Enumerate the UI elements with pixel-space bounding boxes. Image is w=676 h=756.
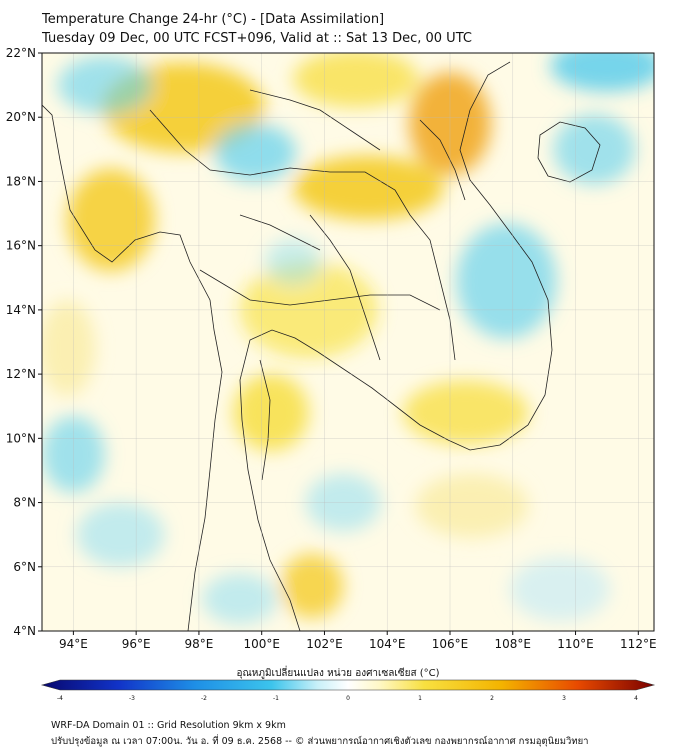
colorbar-tick-label: 4 [634,695,638,702]
latitude-tick-label: 22°N [6,46,36,60]
longitude-tick-label: 112°E [620,637,657,651]
temperature-anomaly-area [280,553,344,619]
temperature-anomaly-area [293,155,444,220]
border-line [249,89,381,151]
map-frame [41,52,655,632]
colorbar-tick-label: 2 [490,695,494,702]
colorbar-tick-label: -3 [129,695,135,702]
longitude-tick-label: 98°E [184,637,213,651]
latitude-axis: 22°N 20°N 18°N 16°N 14°N 12°N 10°N 8°N 6°N 4°N [6,46,42,638]
temperature-anomaly-area [456,223,557,339]
map-plot-area: 22°N 20°N 18°N 16°N 14°N 12°N 10°N 8°N 6°N 4°N 94… [6,46,657,651]
latitude-tick-label: 10°N [6,431,36,445]
colorbar-tick-label: -2 [201,695,207,702]
latitude-tick-label: 12°N [6,367,36,381]
latitude-tick-label: 8°N [13,496,36,510]
temperature-anomaly-area [264,239,322,285]
longitude-tick-label: 106°E [432,637,469,651]
temperature-anomaly-area [415,473,529,538]
temperature-anomaly-area [233,374,309,452]
credit-line: ปรับปรุงข้อมูล ณ เวลา 07:00น. วัน อ. ที่… [51,736,589,747]
temperature-anomaly-area [57,56,152,115]
latitude-tick-label: 20°N [6,110,36,124]
latitude-tick-label: 14°N [6,303,36,317]
latitude-tick-label: 6°N [13,560,36,574]
colorbar-tick-label: -1 [273,695,279,702]
colorbar-tick-label: 3 [562,695,566,702]
gulf-coastline [239,61,553,631]
border-line [199,269,441,311]
temperature-anomaly-area [550,53,654,92]
temperature-anomaly-area [202,573,278,625]
coastlines-and-borders [42,61,601,631]
temperature-anomaly-area [67,168,155,272]
mainland-coastline [42,104,223,631]
border-line [259,359,271,481]
longitude-tick-label: 102°E [306,637,343,651]
colorbar: -4 -3 -2 -1 0 1 2 3 4 [40,679,656,702]
longitude-tick-label: 110°E [557,637,594,651]
longitude-tick-label: 96°E [122,637,151,651]
border-line [239,214,321,251]
colorbar-tick-label: -4 [57,695,63,702]
longitude-tick-label: 104°E [369,637,406,651]
longitude-tick-label: 94°E [59,637,88,651]
latitude-tick-label: 16°N [6,239,36,253]
temperature-anomaly-area [402,380,529,445]
colorbar-title: อุณหภูมิเปลี่ยนแปลง หน่วย องศาเซลเซียส (… [236,668,440,679]
temperature-anomaly-area [293,53,419,108]
border-line [419,119,466,201]
colorbar-tick-label: 0 [346,695,350,702]
latitude-tick-label: 4°N [13,624,36,638]
colorbar-bar [40,679,656,691]
longitude-tick-label: 108°E [495,637,532,651]
hainan-island [537,121,601,183]
latitude-tick-label: 18°N [6,174,36,188]
map-subtitle: Tuesday 09 Dec, 00 UTC FCST+096, Valid a… [42,31,472,46]
temperature-anomaly-area [42,300,96,397]
map-title: Temperature Change 24-hr (°C) - [Data As… [42,12,385,27]
border-line [309,214,381,361]
temperature-anomaly-area [76,502,165,567]
border-line [149,109,456,361]
longitude-axis: 94°E 96°E 98°E 100°E 102°E 104°E 106°E 108°E 110… [59,631,657,651]
temperature-anomaly-area [553,114,636,185]
temperature-anomaly-area [214,123,297,182]
model-info: WRF-DA Domain 01 :: Grid Resolution 9km … [51,720,286,731]
colorbar-tick-label: 1 [418,695,422,702]
longitude-tick-label: 100°E [243,637,280,651]
colorbar-ticks: -4 -3 -2 -1 0 1 2 3 4 [57,695,638,702]
graticule [42,53,654,631]
temperature-anomaly-area [509,557,611,622]
